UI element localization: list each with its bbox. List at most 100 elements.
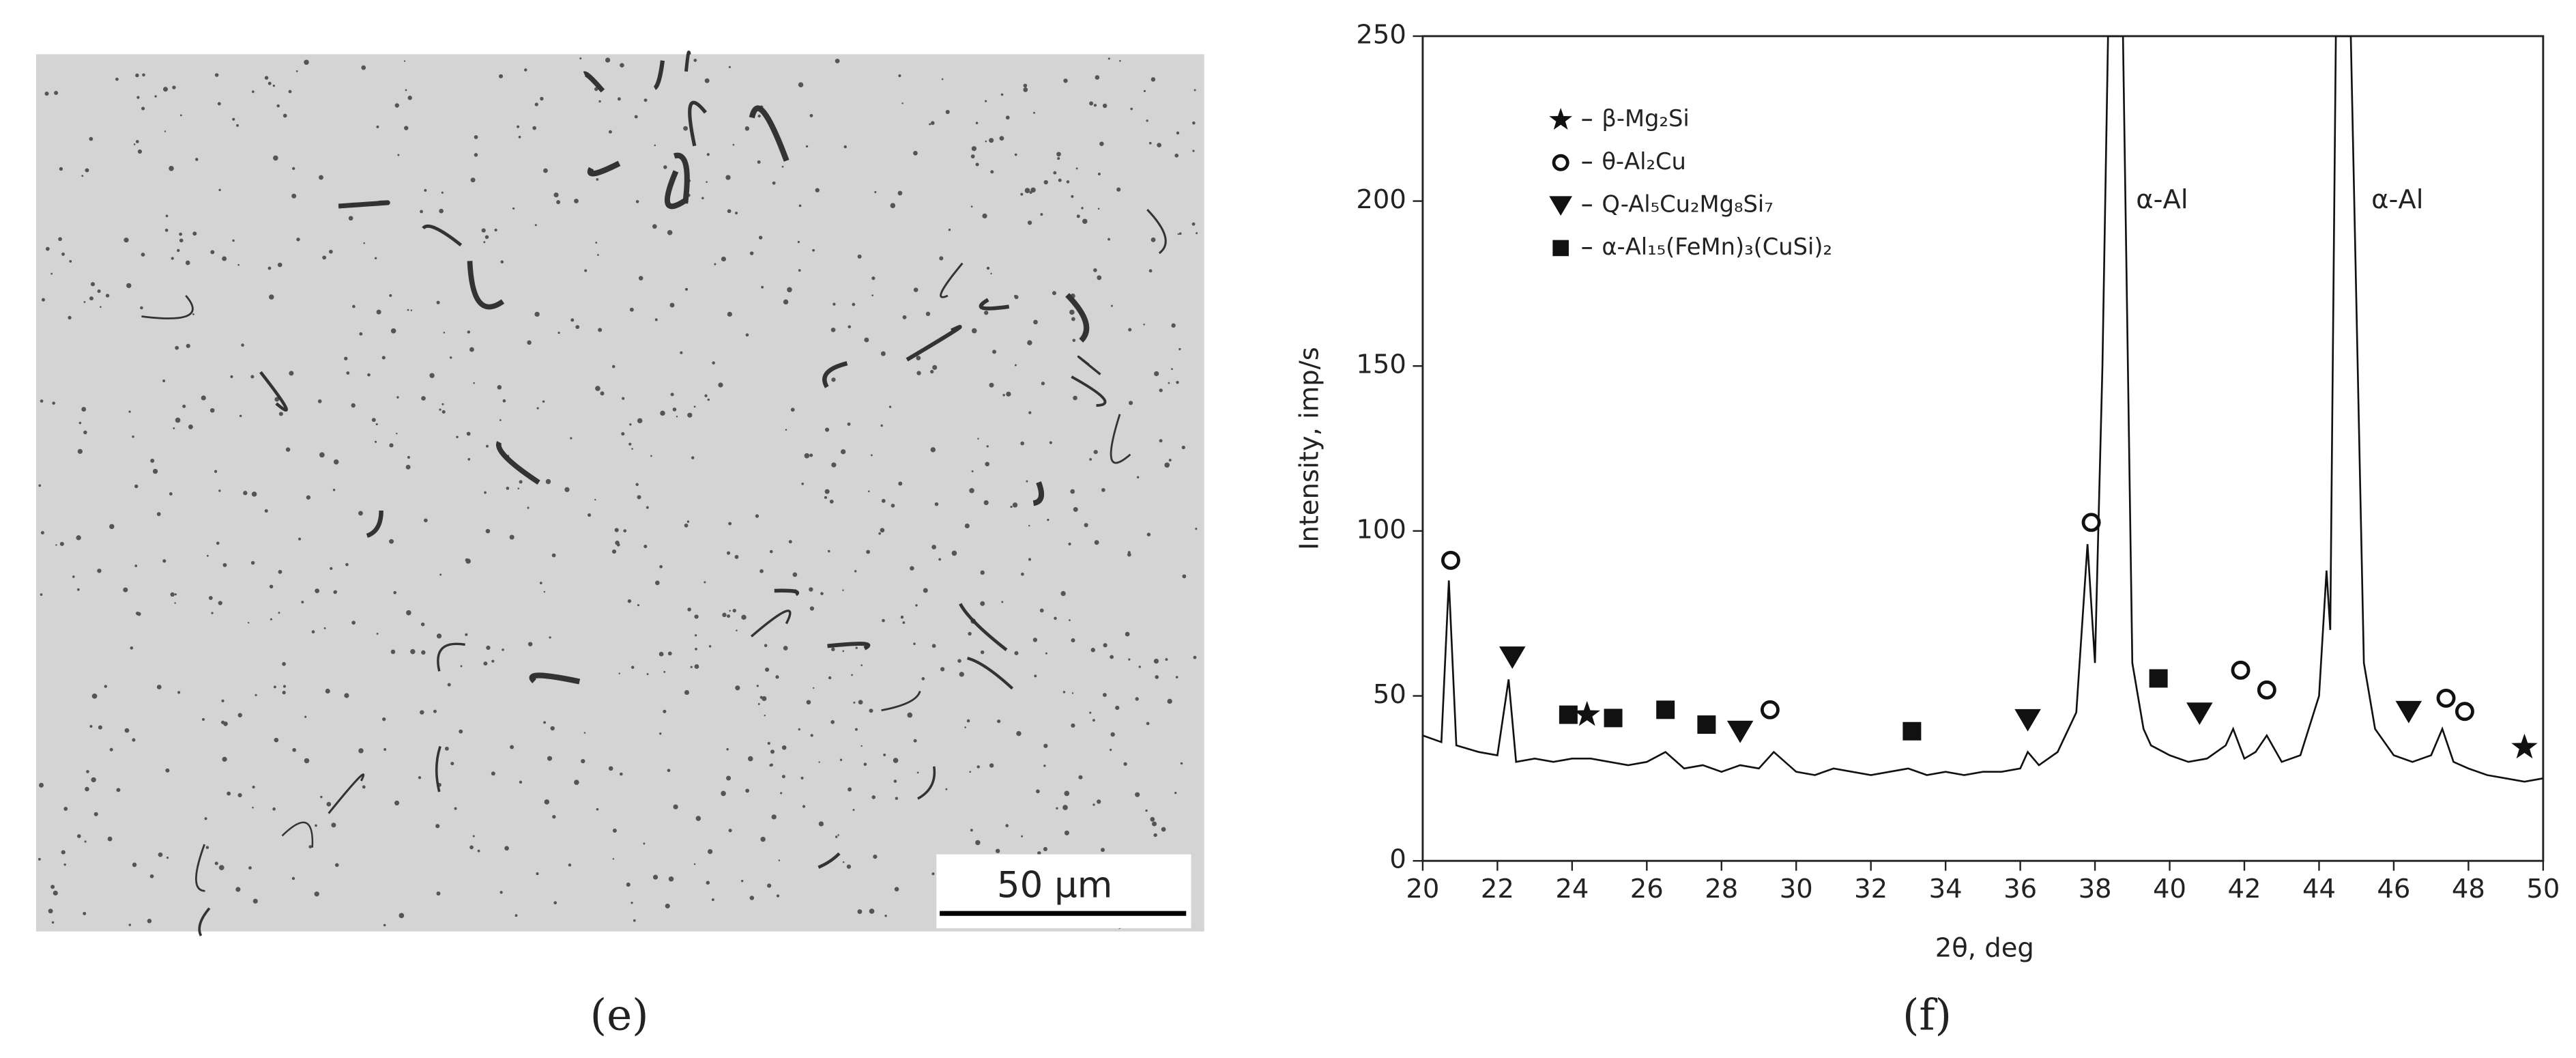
speck [406,610,411,616]
speck [136,612,141,616]
speck [801,483,804,485]
speck [1028,558,1032,561]
speck [915,604,918,607]
speck [497,385,502,390]
speck [980,650,985,655]
speck [945,110,950,115]
speck [210,250,215,255]
speck [218,489,221,492]
speck [1150,237,1156,242]
speck [995,848,1000,853]
speck [272,85,276,87]
speck [277,262,283,268]
speck [781,165,784,168]
speck [568,863,572,867]
speck [1097,275,1102,281]
speck [177,248,180,253]
speck [239,414,242,418]
speck [367,373,371,377]
speck [500,891,503,894]
speck [1027,340,1032,345]
grain-boundary [281,821,314,848]
speck [208,596,213,600]
speck [764,714,766,717]
speck [595,242,598,244]
speck [436,633,442,639]
speck [1020,192,1024,196]
speck [418,776,422,780]
speck [654,318,658,321]
speck [652,224,657,229]
speck [853,701,856,704]
panel-label: (f) [1902,990,1952,1040]
speck [790,408,795,412]
speck [1115,705,1120,711]
speck [166,857,169,859]
speck [38,857,41,861]
x-tick-label: 32 [1854,874,1887,904]
speck [283,685,287,688]
speck [1028,411,1032,414]
speck [975,840,981,846]
speck [1064,790,1070,797]
speck [399,913,405,919]
grain-boundary [194,844,205,892]
speck [842,650,845,653]
speck [1145,809,1148,812]
speck [211,612,214,614]
phase-marker [2395,700,2422,724]
phase-marker [2149,669,2168,688]
grain-boundary [437,642,465,672]
speck [51,921,55,924]
speck [169,166,174,171]
speck [1047,519,1050,521]
speck [221,699,225,702]
x-tick-label: 26 [1630,874,1664,904]
speck [292,167,295,171]
speck [989,138,994,143]
speck [534,102,538,106]
speck [882,618,885,623]
speck [134,564,138,567]
speck [729,610,731,612]
speck [857,909,863,915]
speck [1108,238,1110,241]
speck [757,160,761,164]
speck [966,719,970,723]
speck [1082,218,1088,224]
speck [283,113,287,118]
speck [654,580,660,586]
speck [941,78,944,81]
speck [726,551,731,555]
speck [667,230,673,235]
speck [880,528,885,533]
speck [358,748,364,754]
speck [762,696,767,702]
grain-boundary [917,766,936,800]
speck [818,761,820,763]
speck [971,470,974,472]
speck [982,213,987,219]
phase-marker [1656,700,1675,719]
speck [948,229,951,231]
grain-boundary [1071,375,1107,407]
speck [218,865,225,870]
x-tick-label: 44 [2302,874,2336,904]
speck [871,294,873,297]
speck [465,558,471,564]
speck [818,821,824,827]
speck [888,405,892,408]
speck [319,452,325,458]
speck [381,356,386,360]
speck [540,96,544,101]
speck [362,785,366,789]
speck [405,464,411,470]
speck [494,228,497,232]
speck [128,410,131,413]
speck [986,266,990,270]
speck [306,495,311,500]
speck [663,165,667,169]
speck [420,210,423,214]
speck [374,257,377,259]
speck [858,700,863,705]
